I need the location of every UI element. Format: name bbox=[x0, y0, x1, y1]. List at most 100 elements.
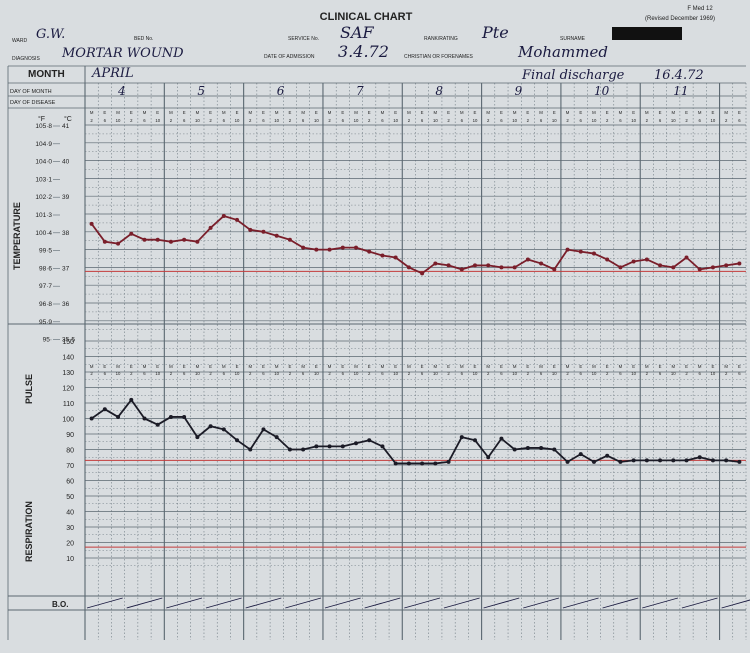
scale-labels: 105·8 41 104·9 104·0 40 103·1 102·2 39 101·3 100·… bbox=[35, 123, 75, 563]
temperature-point bbox=[393, 255, 398, 260]
temperature-point bbox=[287, 237, 292, 242]
col-header-top: E bbox=[606, 110, 609, 115]
col-header-top: M bbox=[116, 110, 120, 115]
pulse-point bbox=[314, 444, 319, 449]
col-header-top: M bbox=[169, 110, 173, 115]
pulse-point bbox=[618, 459, 623, 464]
pulse-tick: 50 bbox=[66, 494, 74, 501]
col-header-bottom: 10 bbox=[512, 371, 517, 376]
temperature-point bbox=[671, 265, 676, 270]
pulse-point bbox=[671, 458, 676, 463]
final-discharge-label: Final discharge bbox=[521, 68, 625, 83]
col-header-bottom: 6 bbox=[659, 118, 662, 123]
col-header-top: M bbox=[407, 364, 411, 369]
col-header-bottom: 6 bbox=[183, 118, 186, 123]
temperature-label: TEMPERATURE bbox=[12, 202, 22, 270]
bed-label: BED No. bbox=[134, 36, 153, 42]
col-header-bottom: 10 bbox=[512, 118, 517, 123]
day-of-month-11: 11 bbox=[673, 84, 688, 98]
bo-slash bbox=[443, 597, 480, 609]
col-header-bottom: 2 bbox=[408, 118, 411, 123]
temperature-point bbox=[367, 249, 372, 254]
col-header-top: E bbox=[526, 110, 529, 115]
col-header-top: E bbox=[738, 364, 741, 369]
temperature-point bbox=[486, 263, 491, 268]
col-header-top: M bbox=[539, 110, 543, 115]
col-header-bottom: 6 bbox=[619, 118, 622, 123]
day-of-month-6: 6 bbox=[277, 84, 285, 98]
pulse-label: PULSE bbox=[24, 374, 34, 404]
admission-label: DATE OF ADMISSION bbox=[264, 54, 315, 60]
col-header-bottom: 10 bbox=[552, 371, 557, 376]
col-header-top: M bbox=[645, 364, 649, 369]
day-of-month-4: 4 bbox=[117, 84, 126, 98]
col-header-bottom: 2 bbox=[487, 118, 490, 123]
col-header-bottom: 2 bbox=[328, 118, 331, 123]
col-header-top: E bbox=[262, 364, 265, 369]
temp-f-tick: 96·8 bbox=[39, 301, 52, 308]
pulse-point bbox=[539, 445, 544, 450]
col-header-top: E bbox=[315, 364, 318, 369]
col-header-top: M bbox=[539, 364, 543, 369]
col-header-bottom: 6 bbox=[500, 371, 503, 376]
col-header-bottom: 2 bbox=[328, 371, 331, 376]
temperature-point bbox=[340, 245, 345, 250]
col-header-top: M bbox=[698, 110, 702, 115]
col-header-bottom: 2 bbox=[170, 371, 173, 376]
col-header-top: M bbox=[566, 364, 570, 369]
bo-slash bbox=[166, 597, 203, 609]
col-header-bottom: 10 bbox=[393, 118, 398, 123]
col-header-bottom: 6 bbox=[738, 371, 741, 376]
col-header-bottom: 10 bbox=[155, 118, 160, 123]
col-header-bottom: 2 bbox=[646, 118, 649, 123]
col-header-bottom: 2 bbox=[566, 118, 569, 123]
col-header-top: M bbox=[566, 110, 570, 115]
temp-f-tick: 99·5 bbox=[39, 248, 52, 255]
col-header-top: E bbox=[288, 110, 291, 115]
col-header-top: E bbox=[474, 364, 477, 369]
col-header-top: M bbox=[592, 364, 596, 369]
pulse-point bbox=[155, 422, 160, 427]
col-header-bottom: 2 bbox=[606, 371, 609, 376]
col-header-bottom: 2 bbox=[408, 371, 411, 376]
temperature-point bbox=[142, 237, 147, 242]
discharge-date: 16.4.72 bbox=[654, 68, 704, 83]
col-header-bottom: 6 bbox=[183, 371, 186, 376]
pulse-point bbox=[195, 435, 200, 440]
col-header-bottom: 10 bbox=[592, 118, 597, 123]
day-of-disease-label: DAY OF DISEASE bbox=[10, 100, 56, 106]
col-header-top: M bbox=[619, 364, 623, 369]
col-header-bottom: 6 bbox=[738, 118, 741, 123]
temperature-point bbox=[261, 229, 266, 234]
col-header-bottom: 2 bbox=[249, 118, 252, 123]
deg-c-label: °C bbox=[64, 115, 72, 123]
temperature-point bbox=[433, 261, 438, 266]
col-header-bottom: 2 bbox=[170, 118, 173, 123]
col-header-bottom: 6 bbox=[421, 371, 424, 376]
col-header-bottom: 6 bbox=[223, 118, 226, 123]
day-of-month-9: 9 bbox=[515, 84, 523, 98]
temperature-point bbox=[737, 261, 742, 266]
col-header-bottom: 6 bbox=[659, 371, 662, 376]
col-header-top: M bbox=[90, 110, 94, 115]
pulse-point bbox=[433, 461, 438, 466]
day-of-month-10: 10 bbox=[594, 84, 610, 98]
col-header-top: E bbox=[579, 110, 582, 115]
col-header-bottom: 6 bbox=[461, 371, 464, 376]
col-header-top: E bbox=[368, 110, 371, 115]
bo-slash bbox=[562, 597, 599, 609]
col-header-top: M bbox=[116, 364, 120, 369]
col-header-top: M bbox=[169, 364, 173, 369]
temperature-point bbox=[354, 245, 359, 250]
col-header-bottom: 6 bbox=[421, 118, 424, 123]
pulse-point bbox=[142, 416, 147, 421]
col-header-top: E bbox=[421, 364, 424, 369]
col-header-top: M bbox=[222, 110, 226, 115]
pulse-point bbox=[512, 447, 517, 452]
pulse-point bbox=[724, 458, 729, 463]
col-header-bottom: 10 bbox=[195, 118, 200, 123]
pulse-point bbox=[644, 458, 649, 463]
col-header-top: M bbox=[724, 110, 728, 115]
pulse-tick: 40 bbox=[66, 510, 74, 517]
temp-c-tick: 39 bbox=[62, 194, 70, 201]
